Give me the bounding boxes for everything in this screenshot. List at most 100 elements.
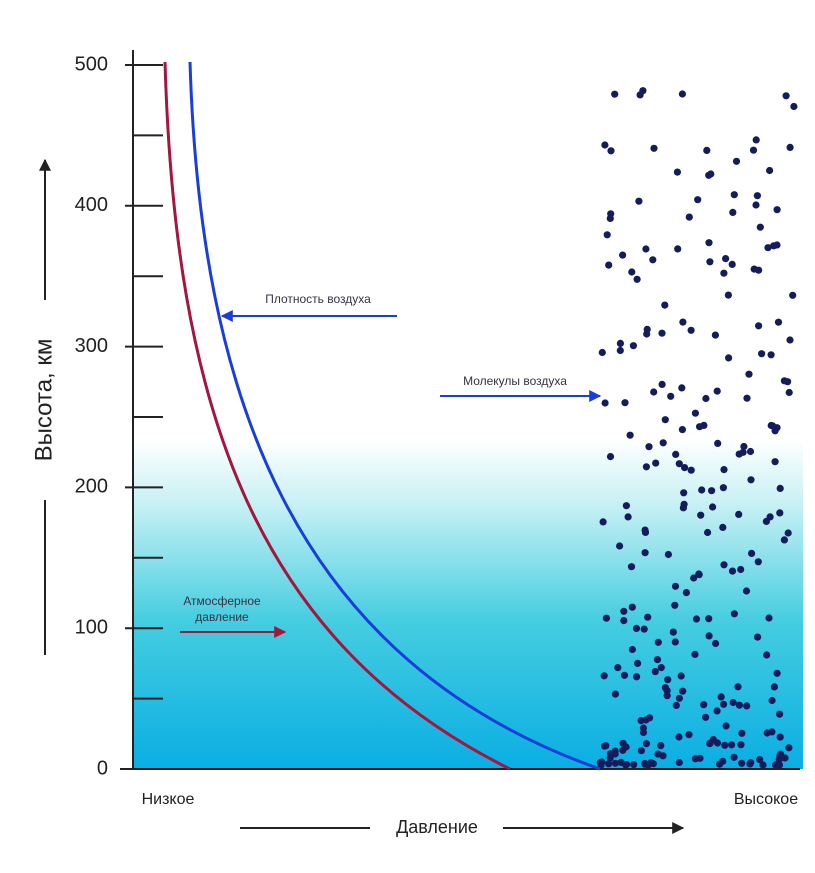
molecule — [721, 741, 729, 749]
molecule — [765, 614, 773, 622]
molecule — [622, 502, 631, 510]
molecule — [719, 523, 727, 532]
molecule — [738, 729, 746, 737]
molecule — [649, 256, 657, 264]
molecule — [766, 166, 774, 175]
molecule — [720, 561, 728, 569]
molecule — [605, 261, 613, 269]
molecule — [685, 731, 693, 739]
molecule — [746, 447, 755, 456]
molecule — [719, 757, 727, 765]
molecule — [702, 394, 710, 403]
molecule — [753, 192, 762, 200]
molecule — [641, 526, 649, 534]
y-tick-label: 300 — [75, 335, 108, 357]
molecule — [657, 742, 665, 750]
molecule — [616, 339, 625, 347]
molecule — [776, 509, 784, 517]
molecule — [642, 245, 650, 253]
molecule — [764, 244, 772, 252]
molecule — [728, 567, 737, 575]
molecule — [732, 157, 741, 165]
molecule — [657, 664, 665, 672]
molecule — [781, 754, 789, 762]
molecule — [706, 740, 714, 748]
molecule — [677, 672, 685, 680]
molecule — [653, 656, 662, 664]
molecule — [713, 707, 721, 715]
molecule — [729, 208, 737, 216]
molecule — [663, 687, 671, 695]
molecule — [675, 460, 683, 468]
molecule — [743, 394, 751, 402]
y-tick-label: 0 — [97, 757, 108, 779]
molecule — [776, 484, 784, 492]
molecule — [679, 318, 687, 326]
molecule — [776, 710, 784, 718]
molecule — [730, 191, 738, 199]
molecule — [687, 466, 695, 474]
molecule — [745, 370, 753, 378]
molecule — [671, 638, 679, 646]
molecule — [720, 466, 728, 474]
pressure-curve — [163, 61, 511, 771]
molecule — [785, 744, 793, 752]
molecule — [598, 348, 606, 357]
x-start-label: Низкое — [142, 791, 195, 808]
molecule — [774, 318, 783, 326]
molecule — [633, 275, 641, 283]
molecule — [705, 615, 713, 623]
molecule — [786, 336, 794, 344]
molecule — [611, 90, 619, 98]
molecule — [622, 761, 630, 769]
molecule — [682, 589, 691, 597]
molecule — [619, 746, 627, 754]
molecules-label: Молекулы воздуха — [463, 374, 567, 388]
molecule — [782, 92, 790, 100]
x-axis-title: Давление — [396, 817, 478, 837]
molecule — [624, 513, 632, 521]
molecule — [675, 694, 684, 702]
molecule — [773, 241, 781, 249]
molecule — [730, 610, 739, 618]
molecule — [601, 742, 609, 750]
molecule — [652, 459, 660, 467]
molecule — [697, 511, 705, 519]
molecule — [756, 223, 764, 231]
density-curve — [188, 61, 601, 771]
molecule — [722, 255, 730, 263]
molecule — [692, 615, 701, 623]
molecule — [785, 388, 793, 397]
molecule — [642, 740, 651, 748]
molecule — [714, 439, 722, 447]
molecule — [759, 761, 767, 769]
molecule — [704, 528, 712, 537]
molecule — [738, 759, 746, 767]
molecule — [790, 102, 798, 111]
molecule — [729, 698, 737, 707]
molecule — [734, 683, 742, 691]
molecule — [627, 563, 636, 571]
molecule — [675, 758, 683, 767]
molecule — [672, 450, 680, 458]
molecule — [650, 144, 658, 152]
molecule — [752, 201, 760, 209]
molecule — [643, 330, 651, 338]
pressure-label-line: Атмосферное — [183, 594, 261, 608]
molecule — [690, 574, 698, 582]
molecule — [654, 638, 662, 646]
molecule — [705, 632, 713, 640]
molecule — [611, 759, 620, 767]
molecule — [678, 384, 686, 392]
molecule — [706, 258, 714, 266]
molecule — [646, 714, 654, 722]
molecule — [645, 443, 653, 451]
molecule — [651, 668, 659, 676]
molecule — [671, 601, 679, 609]
y-tick-label: 100 — [75, 616, 108, 638]
molecule — [698, 486, 706, 494]
pressure-label-line: давление — [195, 610, 249, 624]
molecule — [661, 416, 669, 424]
molecule — [728, 741, 736, 749]
molecule — [771, 458, 779, 466]
